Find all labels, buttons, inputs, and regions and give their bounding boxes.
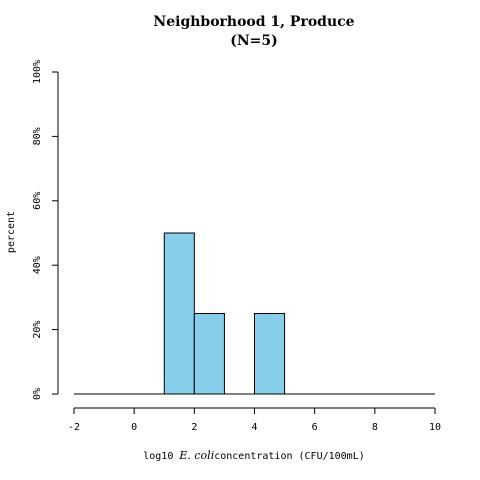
x-tick-label-3: 4 <box>251 422 257 433</box>
x-tick-label-2: 2 <box>191 422 197 433</box>
bars-group <box>164 233 284 394</box>
x-tick-label-0: -2 <box>68 422 80 433</box>
x-tick-label-4: 6 <box>312 422 318 433</box>
y-tick-label-3: 60% <box>32 192 43 210</box>
chart-title: Neighborhood 1, Produce <box>153 14 354 30</box>
x-tick-label-5: 8 <box>372 422 378 433</box>
x-axis-label: log10 E. coliconcentration (CFU/100mL) <box>143 449 364 462</box>
x-axis-label-suffix: concentration (CFU/100mL) <box>214 451 365 462</box>
x-tick-label-1: 0 <box>131 422 137 433</box>
histogram-bar-2 <box>255 314 285 395</box>
x-tick-label-6: 10 <box>429 422 441 433</box>
y-tick-label-5: 100% <box>32 60 43 84</box>
histogram-bar-1 <box>194 314 224 395</box>
y-axis: 0% 20% 40% 60% 80% 100% <box>32 60 58 400</box>
y-tick-label-2: 40% <box>32 256 43 274</box>
y-tick-label-1: 20% <box>32 321 43 339</box>
x-axis-label-organism: E. coli <box>178 449 214 462</box>
histogram-bar-0 <box>164 233 194 394</box>
x-axis-label-prefix: log10 <box>143 451 179 462</box>
x-axis: -2 0 2 4 6 8 10 <box>68 408 441 433</box>
y-tick-label-0: 0% <box>32 388 43 400</box>
chart-subtitle: (N=5) <box>230 33 278 49</box>
y-axis-label: percent <box>6 211 17 253</box>
y-tick-label-4: 80% <box>32 127 43 145</box>
